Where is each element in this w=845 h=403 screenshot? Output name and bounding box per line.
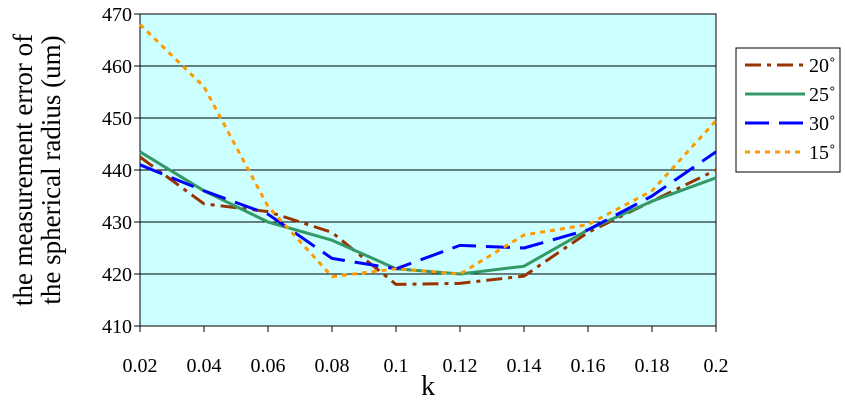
y-tick-label: 460: [102, 56, 132, 78]
x-tick-label: 0.1: [384, 355, 409, 377]
x-tick-label: 0.18: [635, 355, 670, 377]
x-axis-ticks: 0.02 0.04 0.06 0.08 0.1 0.12 0.14 0.16 0.18 0.2: [123, 326, 729, 377]
y-tick-label: 450: [102, 108, 132, 130]
y-tick-label: 410: [102, 316, 132, 338]
legend-label: 30˚: [809, 113, 836, 135]
y-axis-label-line-1: the measurement error of: [8, 34, 38, 306]
x-tick-label: 0.08: [315, 355, 350, 377]
y-axis-ticks: 410 420 430 440 450 460 470: [102, 4, 140, 338]
x-tick-label: 0.16: [571, 355, 606, 377]
x-tick-label: 0.2: [704, 355, 729, 377]
y-tick-label: 420: [102, 264, 132, 286]
y-axis-label-line-2: the spherical radius (um): [36, 35, 66, 304]
legend: 20˚ 25˚ 30˚ 15˚: [736, 48, 840, 172]
x-tick-label: 0.02: [123, 355, 158, 377]
y-tick-label: 440: [102, 160, 132, 182]
y-tick-label: 470: [102, 4, 132, 26]
y-tick-label: 430: [102, 212, 132, 234]
x-tick-label: 0.04: [187, 355, 222, 377]
legend-label: 15˚: [809, 142, 836, 164]
x-tick-label: 0.14: [507, 355, 542, 377]
x-axis-label: k: [421, 371, 435, 398]
legend-label: 20˚: [809, 55, 836, 77]
x-tick-label: 0.12: [443, 355, 478, 377]
x-tick-label: 0.06: [251, 355, 286, 377]
legend-label: 25˚: [809, 84, 836, 106]
